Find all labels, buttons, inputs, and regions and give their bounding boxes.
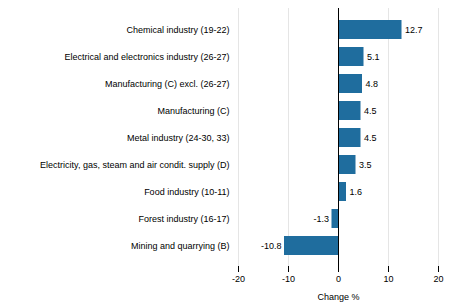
svg-text:Metal industry (24-30, 33): Metal industry (24-30, 33) <box>127 133 230 143</box>
svg-text:Electricity, gas, steam and ai: Electricity, gas, steam and air condit. … <box>40 160 229 170</box>
svg-text:-20: -20 <box>232 274 245 284</box>
svg-text:-1.3: -1.3 <box>313 214 329 224</box>
svg-text:Manufacturing (C): Manufacturing (C) <box>157 106 229 116</box>
svg-text:1.6: 1.6 <box>350 187 363 197</box>
svg-text:Mining and quarrying (B): Mining and quarrying (B) <box>131 241 230 251</box>
svg-text:Change %: Change % <box>317 292 359 302</box>
svg-text:-10.8: -10.8 <box>261 241 282 251</box>
svg-text:4.5: 4.5 <box>364 106 377 116</box>
svg-text:-10: -10 <box>282 274 295 284</box>
svg-text:4.8: 4.8 <box>366 79 379 89</box>
svg-text:5.1: 5.1 <box>367 52 380 62</box>
svg-text:12.7: 12.7 <box>405 25 423 35</box>
svg-text:3.5: 3.5 <box>359 160 372 170</box>
svg-text:20: 20 <box>433 274 443 284</box>
svg-text:4.5: 4.5 <box>364 133 377 143</box>
svg-text:Manufacturing (C) excl. (26-27: Manufacturing (C) excl. (26-27) <box>105 79 230 89</box>
svg-text:10: 10 <box>383 274 393 284</box>
svg-text:Chemical industry (19-22): Chemical industry (19-22) <box>126 25 229 35</box>
svg-text:Food industry (10-11): Food industry (10-11) <box>144 187 229 197</box>
svg-text:0: 0 <box>336 274 341 284</box>
svg-text:Electrical and electronics ind: Electrical and electronics industry (26-… <box>64 52 229 62</box>
svg-text:Forest industry (16-17): Forest industry (16-17) <box>138 214 229 224</box>
